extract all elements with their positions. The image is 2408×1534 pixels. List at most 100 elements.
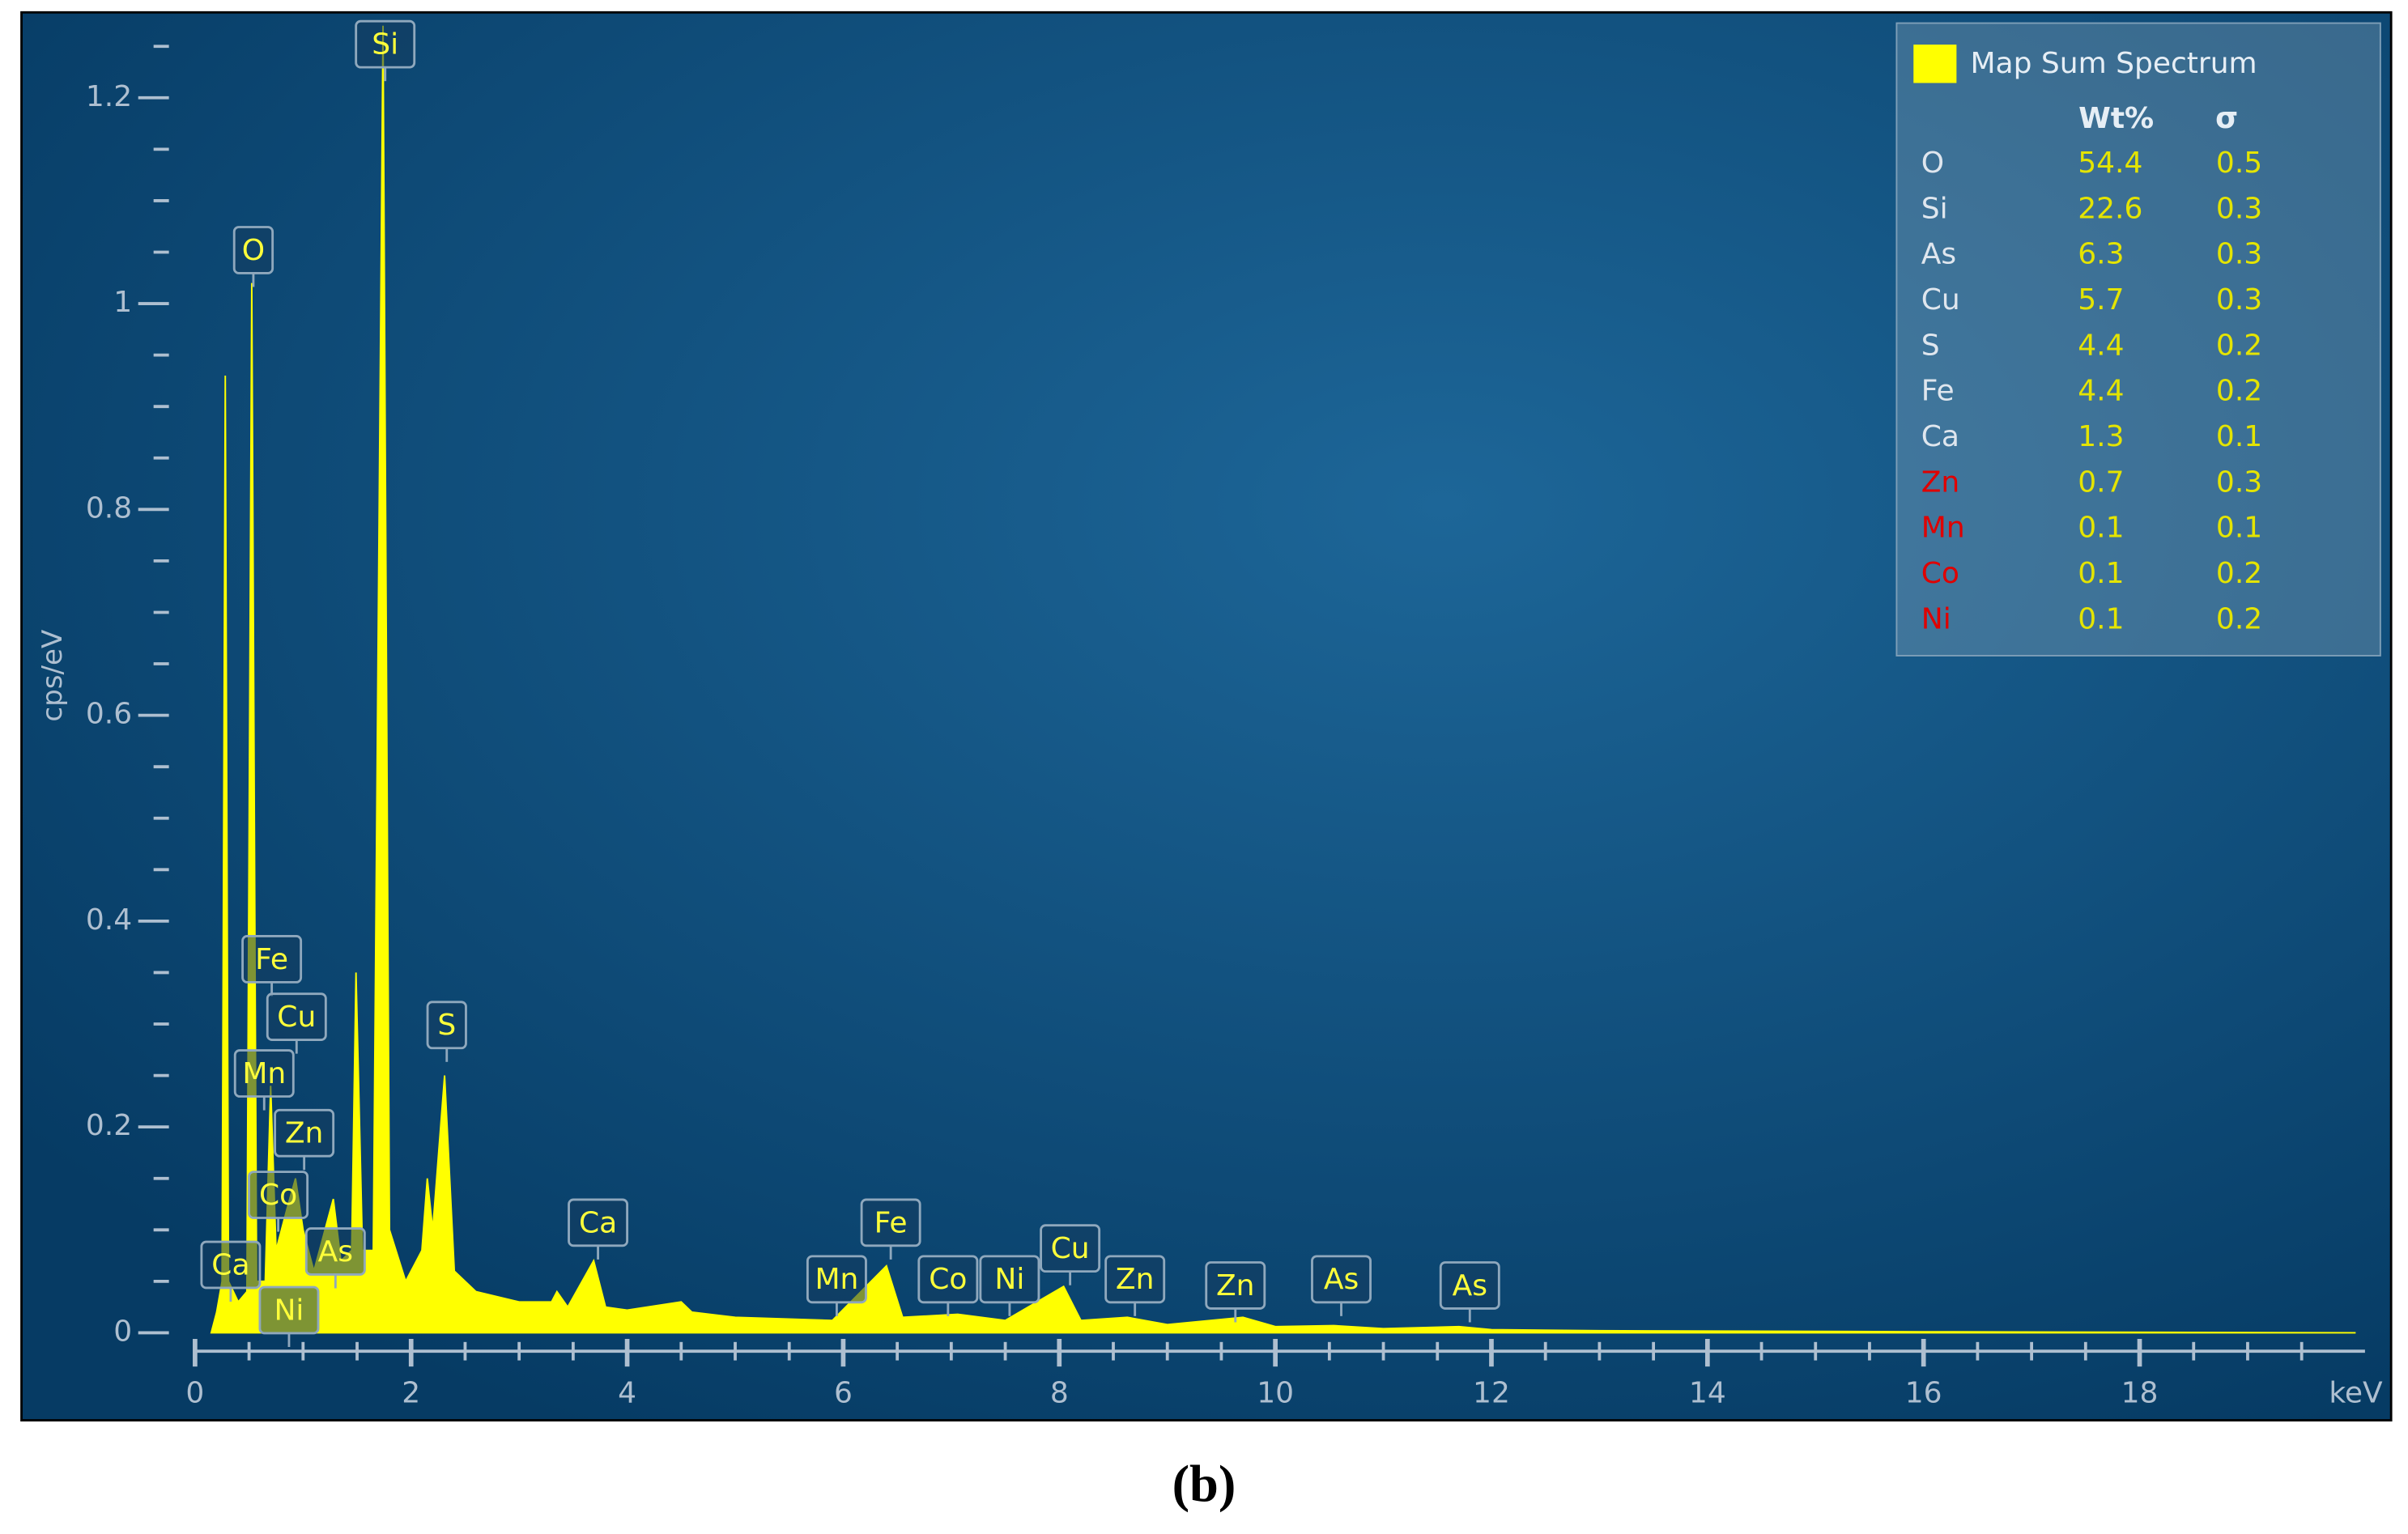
peak-label-box xyxy=(355,19,416,69)
x-tick-label: 2 xyxy=(402,1376,420,1409)
peak-label: S xyxy=(437,1009,456,1042)
peak-label: Co xyxy=(929,1263,967,1296)
plot-background xyxy=(20,11,2393,1421)
table-sigma: 0.3 xyxy=(2216,465,2262,499)
peak-label-box xyxy=(232,226,274,274)
x-tick-label: 4 xyxy=(618,1376,636,1409)
table-sigma: 0.1 xyxy=(2216,512,2262,545)
table-element: Cu xyxy=(1921,283,1960,317)
table-sigma: 0.2 xyxy=(2216,329,2262,362)
peak-label: As xyxy=(318,1235,353,1268)
caption: (b) xyxy=(1172,1455,1236,1513)
legend-label: Map Sum Spectrum xyxy=(1970,47,2257,80)
peak-label: Ca xyxy=(211,1248,249,1281)
table-header: Wt% xyxy=(2078,102,2154,135)
peak-label-box xyxy=(1205,1261,1266,1310)
table-wt: 0.1 xyxy=(2078,557,2124,590)
table-element: Fe xyxy=(1921,375,1955,408)
peak-label: Ni xyxy=(994,1263,1024,1296)
peak-label: Fe xyxy=(874,1206,908,1239)
x-tick-label: 10 xyxy=(1257,1376,1294,1409)
peak-label-box xyxy=(979,1255,1040,1304)
y-tick-label: 0.4 xyxy=(86,903,132,937)
peak-label: Si xyxy=(372,28,398,62)
table-wt: 1.3 xyxy=(2078,420,2124,453)
peak-label-box xyxy=(1040,1224,1101,1273)
table-wt: 6.3 xyxy=(2078,238,2124,271)
peak-label-box xyxy=(266,992,327,1041)
peak-label: As xyxy=(1324,1263,1359,1296)
peak-label: Co xyxy=(259,1179,297,1212)
peak-label: Cu xyxy=(277,1001,316,1034)
table-element: S xyxy=(1921,329,1940,362)
table-element: Co xyxy=(1921,557,1959,590)
y-tick-label: 0.2 xyxy=(86,1109,132,1142)
peak-label: Ca xyxy=(579,1206,617,1239)
peak-label-box xyxy=(1104,1255,1166,1304)
peak-label: Zn xyxy=(1116,1263,1155,1296)
peak-label: O xyxy=(242,234,265,267)
table-sigma: 0.2 xyxy=(2216,375,2262,408)
table-wt: 4.4 xyxy=(2078,375,2124,408)
peak-label-box xyxy=(1439,1261,1500,1310)
peak-label-box xyxy=(258,1285,320,1335)
table-element: Si xyxy=(1921,192,1948,225)
table-sigma: 0.3 xyxy=(2216,192,2262,225)
peak-label: Zn xyxy=(285,1117,324,1150)
peak-label: Mn xyxy=(815,1263,858,1296)
y-tick-label: 0.6 xyxy=(86,698,132,731)
y-tick-label: 0.8 xyxy=(86,491,132,525)
x-tick-label: 18 xyxy=(2121,1376,2159,1409)
peak-label-box xyxy=(917,1255,979,1304)
legend-swatch xyxy=(1913,45,1957,83)
table-sigma: 0.3 xyxy=(2216,238,2262,271)
y-axis-label: cps/eV xyxy=(36,629,69,722)
x-tick-label: 14 xyxy=(1689,1376,1726,1409)
x-tick-label: 16 xyxy=(1905,1376,1942,1409)
x-tick-label: 6 xyxy=(834,1376,853,1409)
peak-label-box xyxy=(806,1255,867,1304)
peak-label-box xyxy=(241,935,303,984)
spectrum-area xyxy=(210,25,2356,1334)
peak-label: Mn xyxy=(242,1057,286,1090)
table-wt: 0.7 xyxy=(2078,465,2124,499)
peak-label: Fe xyxy=(255,943,288,976)
peak-label-box xyxy=(1311,1255,1372,1304)
table-element: Mn xyxy=(1921,512,1965,545)
table-header: σ xyxy=(2215,102,2238,135)
peak-label-box xyxy=(568,1198,629,1247)
x-tick-label: 8 xyxy=(1050,1376,1069,1409)
y-tick-label: 1.2 xyxy=(86,80,132,113)
peak-label-box xyxy=(274,1108,335,1158)
table-element: Ca xyxy=(1921,420,1959,453)
table-element: Zn xyxy=(1921,465,1960,499)
x-tick-label: 12 xyxy=(1473,1376,1510,1409)
peak-label-box xyxy=(304,1227,366,1276)
table-element: As xyxy=(1921,238,1956,271)
table-sigma: 0.5 xyxy=(2216,147,2262,180)
y-tick-label: 1 xyxy=(113,286,132,319)
table-wt: 0.1 xyxy=(2078,512,2124,545)
table-wt: 4.4 xyxy=(2078,329,2124,362)
table-sigma: 0.3 xyxy=(2216,283,2262,317)
peak-label-box xyxy=(248,1171,309,1219)
x-axis-label: keV xyxy=(2329,1376,2383,1409)
peak-label-box xyxy=(860,1198,921,1247)
peak-label: Cu xyxy=(1051,1232,1090,1265)
table-element: Ni xyxy=(1921,602,1951,635)
table-wt: 0.1 xyxy=(2078,602,2124,635)
table-sigma: 0.2 xyxy=(2216,602,2262,635)
peak-label-box xyxy=(426,1001,467,1050)
table-wt: 22.6 xyxy=(2078,192,2142,225)
peak-label-box xyxy=(200,1240,262,1290)
x-tick-label: 0 xyxy=(185,1376,204,1409)
peak-label: Ni xyxy=(274,1294,304,1327)
table-sigma: 0.2 xyxy=(2216,557,2262,590)
peak-label: Zn xyxy=(1216,1269,1255,1302)
legend-panel xyxy=(1895,22,2381,657)
y-tick-label: 0 xyxy=(113,1315,132,1348)
table-sigma: 0.1 xyxy=(2216,420,2262,453)
table-wt: 54.4 xyxy=(2078,147,2142,180)
